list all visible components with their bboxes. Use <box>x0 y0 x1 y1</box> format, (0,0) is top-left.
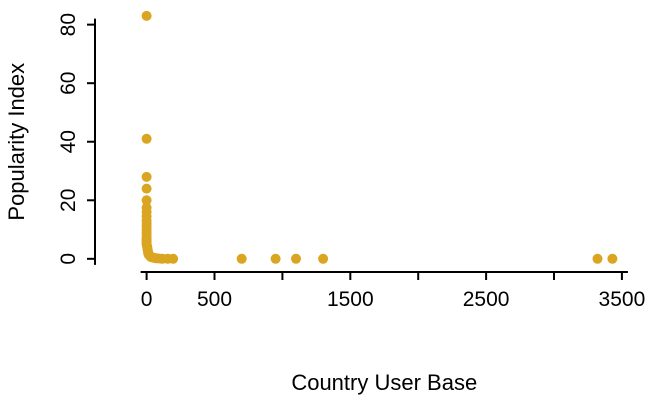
x-tick-label: 3500 <box>599 288 646 311</box>
data-point <box>236 253 247 264</box>
data-point <box>291 253 301 264</box>
data-point <box>141 10 152 21</box>
y-axis-title: Popularity Index <box>4 63 29 221</box>
y-tick-label: 0 <box>57 253 80 265</box>
data-point <box>592 253 603 264</box>
data-point <box>141 195 152 206</box>
data-point <box>141 171 152 182</box>
data-point <box>141 183 152 194</box>
data-points-layer <box>141 10 618 264</box>
x-axis-title: Country User Base <box>291 370 477 395</box>
x-tick-label: 0 <box>141 288 153 311</box>
x-tick-label: 500 <box>197 288 232 311</box>
y-tick-label: 20 <box>57 189 80 212</box>
data-point <box>168 253 179 264</box>
y-tick-label: 40 <box>57 130 80 153</box>
y-tick-label: 80 <box>57 13 80 36</box>
y-tick-label: 60 <box>57 72 80 95</box>
axes-layer: 0 500 1500 2500 3500 0 20 40 60 80 <box>57 13 645 311</box>
data-point <box>607 253 618 264</box>
data-point <box>141 133 152 144</box>
x-tick-label: 1500 <box>327 288 374 311</box>
data-point <box>270 253 281 264</box>
x-tick-label: 2500 <box>463 288 510 311</box>
data-point <box>318 253 329 264</box>
